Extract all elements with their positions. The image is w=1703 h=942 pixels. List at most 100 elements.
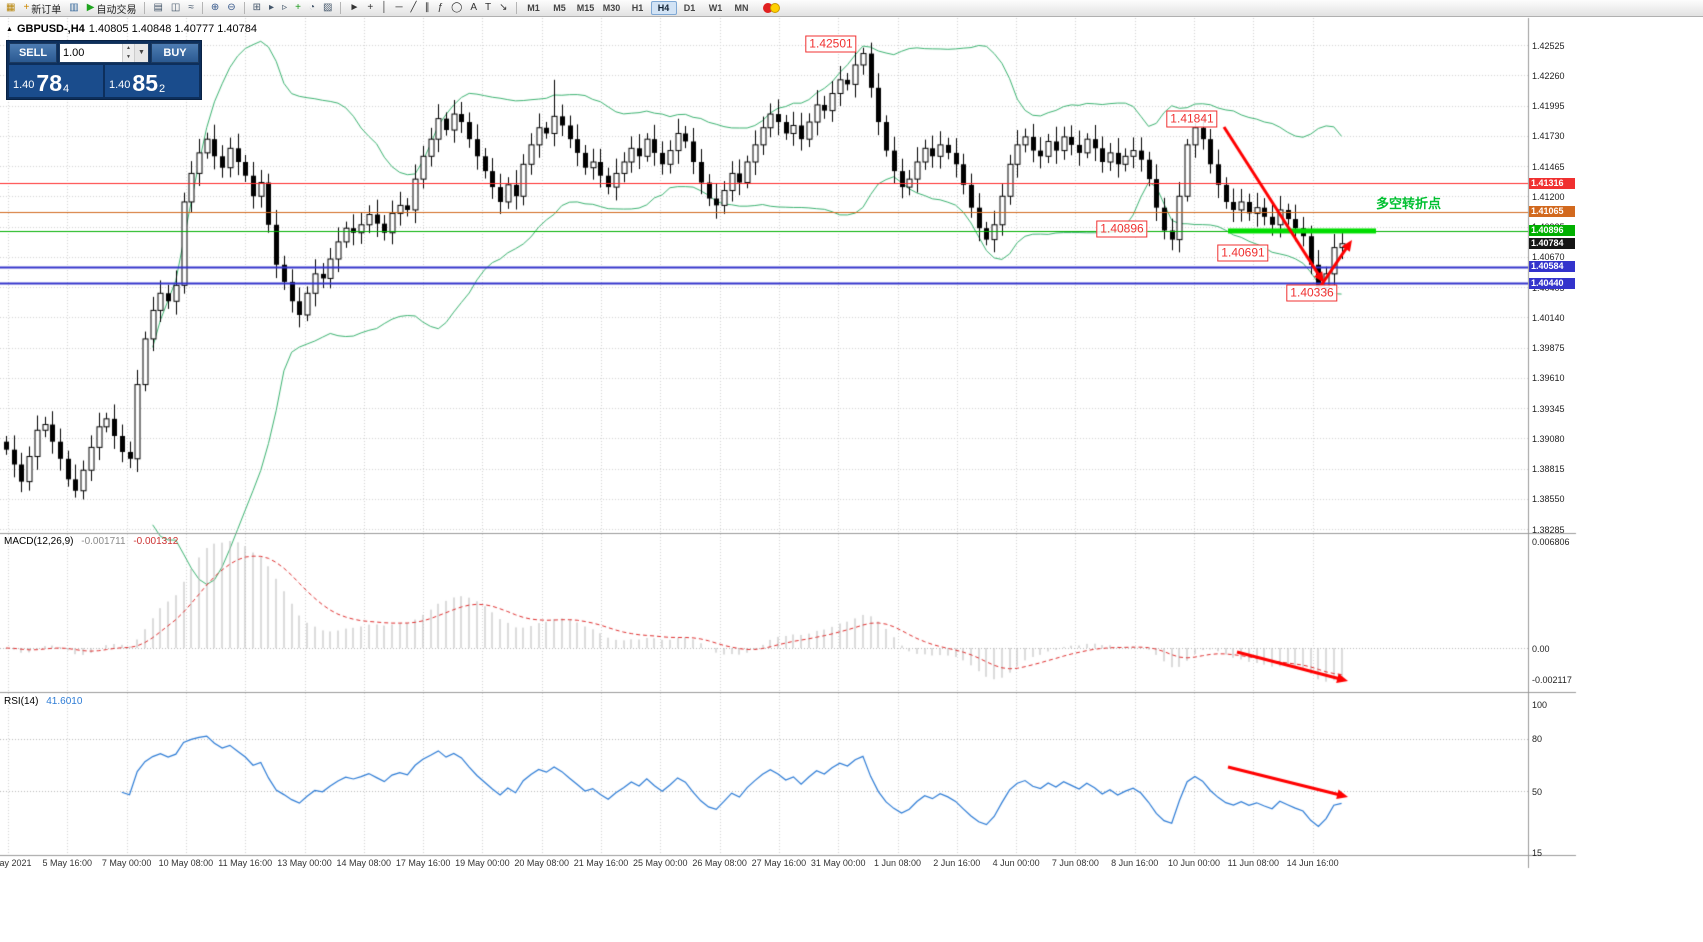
timeframe-w1[interactable]: W1 xyxy=(708,3,723,13)
vertical-line-icon: │ xyxy=(381,2,388,13)
price-annotation[interactable]: 1.42501 xyxy=(805,35,857,53)
channel-icon: ∥ xyxy=(424,2,430,13)
time-axis-label: 2 Jun 16:00 xyxy=(933,858,981,868)
volume-down-icon[interactable]: ▼ xyxy=(123,53,134,62)
horizontal-line-button[interactable]: ─ xyxy=(391,0,406,16)
autotrading-icon: ▶ xyxy=(86,2,95,13)
chart-levels-icon: ▥ xyxy=(69,2,79,13)
time-axis-label: 1 Jun 08:00 xyxy=(873,858,922,868)
sell-price-pips: 78 xyxy=(36,70,63,96)
text-label-icon: T xyxy=(485,2,492,13)
timeframe-mn[interactable]: MN xyxy=(734,3,749,13)
price-annotation[interactable]: 1.41841 xyxy=(1166,110,1218,128)
file-group: ▦ + 新订单 ▥ ▶ 自动交易 xyxy=(2,0,140,16)
fibonacci-button[interactable]: ƒ xyxy=(434,0,448,16)
autotrading-button[interactable]: ▶ 自动交易 xyxy=(83,0,141,16)
news-alert-icon[interactable] xyxy=(762,2,781,14)
new-order-button[interactable]: + 新订单 xyxy=(19,0,65,16)
timeframe-h4[interactable]: H4 xyxy=(650,1,677,15)
toolbar-separator xyxy=(340,2,342,14)
time-axis-label: 17 May 16:00 xyxy=(395,858,451,868)
trendline-button[interactable]: ╱ xyxy=(407,0,421,16)
volume-spinner[interactable]: ▲ ▼ xyxy=(122,44,134,62)
time-axis-label: 4 May 2021 xyxy=(0,858,32,868)
tile-windows-button[interactable]: ⊞ xyxy=(249,0,265,16)
time-axis-label: 20 May 08:00 xyxy=(514,858,569,868)
sell-price-point: 4 xyxy=(63,83,70,95)
timeframe-m1[interactable]: M1 xyxy=(527,3,540,13)
chart-shift-button[interactable]: ▹ xyxy=(278,0,291,16)
rsi-axis-label: 100 xyxy=(1532,699,1548,710)
time-axis-label: 14 May 08:00 xyxy=(336,858,392,868)
chart-levels-button[interactable]: ▥ xyxy=(65,0,82,16)
cursor-icon: ► xyxy=(349,2,360,13)
price-tag: 1.40440 xyxy=(1529,277,1575,289)
candlestick-chart-button[interactable]: ◫ xyxy=(167,0,184,16)
time-axis-label: 14 Jun 16:00 xyxy=(1286,858,1339,868)
bar-chart-button[interactable]: ▤ xyxy=(149,0,166,16)
zoom-group: ⊕ ⊖ xyxy=(207,0,240,16)
price-axis-label: 1.41730 xyxy=(1532,131,1565,142)
price-axis-label: 1.39875 xyxy=(1532,343,1565,353)
auto-scroll-button[interactable]: ▸ xyxy=(265,0,278,16)
zoom-out-icon: ⊖ xyxy=(227,2,236,13)
macd-axis-label: -0.002117 xyxy=(1532,675,1572,685)
shapes-button[interactable]: ◯ xyxy=(447,0,466,16)
price-annotation[interactable]: 1.40336 xyxy=(1286,284,1338,302)
chart-collapse-icon[interactable]: ▲ xyxy=(6,25,13,33)
trendline-icon: ╱ xyxy=(410,2,417,13)
price-axis-label: 1.38550 xyxy=(1532,494,1565,505)
turning-point-note[interactable]: 多空转折点 xyxy=(1376,196,1442,211)
timeframe-d1[interactable]: D1 xyxy=(683,3,696,13)
volume-dropdown-icon[interactable]: ▼ xyxy=(134,44,148,62)
price-tag: 1.40896 xyxy=(1529,225,1575,237)
time-axis-label: 11 Jun 08:00 xyxy=(1227,858,1279,868)
chart-symbol-period: GBPUSD-,H4 xyxy=(16,23,85,35)
time-axis-label: 27 May 16:00 xyxy=(751,858,807,868)
price-axis-label: 1.38285 xyxy=(1532,524,1565,535)
indicators-icon: + xyxy=(295,2,301,13)
arrows-button[interactable]: ↘ xyxy=(495,0,511,16)
templates-icon: ▨ xyxy=(322,2,333,13)
sell-button[interactable]: SELL xyxy=(9,43,57,63)
price-axis-label: 1.39610 xyxy=(1532,373,1565,384)
vertical-line-button[interactable]: │ xyxy=(377,0,391,16)
templates-button[interactable]: ▨ xyxy=(319,0,336,16)
price-annotation[interactable]: 1.40691 xyxy=(1217,244,1269,262)
new-chart-button[interactable]: ▦ xyxy=(2,0,19,16)
timeframe-m5[interactable]: M5 xyxy=(553,3,566,13)
time-axis-label: 5 May 16:00 xyxy=(42,858,93,868)
rsi-axis-label: 15 xyxy=(1532,847,1543,858)
volume-input[interactable] xyxy=(60,44,122,62)
text-label-button[interactable]: T xyxy=(481,0,495,16)
time-axis-label: 10 Jun 00:00 xyxy=(1167,858,1221,868)
text-button[interactable]: A xyxy=(466,0,481,16)
text-icon: A xyxy=(470,2,477,13)
price-axis-label: 1.40140 xyxy=(1532,312,1565,323)
zoom-out-button[interactable]: ⊖ xyxy=(223,0,239,16)
price-axis-label: 1.42260 xyxy=(1532,70,1565,81)
timeframe-m15[interactable]: M15 xyxy=(576,3,595,13)
line-chart-button[interactable]: ≈ xyxy=(184,0,198,16)
volume-up-icon[interactable]: ▲ xyxy=(123,44,134,53)
periods-icon: ◔ xyxy=(308,2,315,13)
timeframe-m30[interactable]: M30 xyxy=(602,3,621,13)
price-annotation[interactable]: 1.40896 xyxy=(1096,220,1148,238)
crosshair-button[interactable]: + xyxy=(363,0,377,16)
sell-price-display[interactable]: 1.40 78 4 xyxy=(9,65,103,97)
cursor-button[interactable]: ► xyxy=(345,0,363,16)
rsi-axis-label: 80 xyxy=(1532,734,1543,745)
buy-price-prefix: 1.40 xyxy=(109,79,131,91)
timeframe-h1[interactable]: H1 xyxy=(631,3,644,13)
new-chart-icon: ▦ xyxy=(6,2,16,13)
price-axis-label: 1.39345 xyxy=(1532,403,1565,414)
toolbar-separator xyxy=(243,2,245,14)
channel-button[interactable]: ∥ xyxy=(421,0,434,16)
periods-button[interactable]: ◔ xyxy=(305,0,319,16)
indicators-button[interactable]: + xyxy=(291,0,305,16)
zoom-in-button[interactable]: ⊕ xyxy=(207,0,223,16)
rsi-name: RSI(14) xyxy=(4,696,39,707)
buy-button[interactable]: BUY xyxy=(151,43,199,63)
buy-price-display[interactable]: 1.40 85 2 xyxy=(105,65,199,97)
